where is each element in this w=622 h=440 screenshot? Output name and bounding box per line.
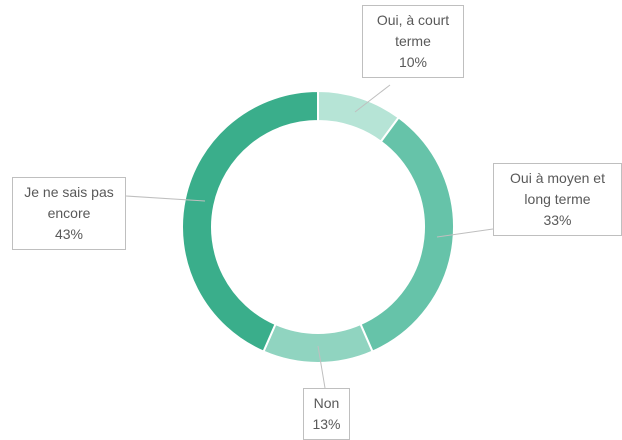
category-label: Oui, à court terme bbox=[376, 12, 450, 49]
data-label: Oui à moyen et long terme 33% bbox=[493, 163, 622, 236]
leader-line bbox=[436, 228, 494, 238]
leader-line bbox=[125, 195, 206, 202]
leader-line bbox=[354, 84, 391, 113]
value-label: 10% bbox=[398, 54, 428, 70]
data-label: Non 13% bbox=[303, 388, 350, 440]
value-label: 33% bbox=[543, 212, 572, 228]
category-label: Non bbox=[313, 395, 340, 411]
donut-slice bbox=[262, 322, 374, 364]
leader-line bbox=[317, 345, 326, 389]
donut-slice bbox=[181, 89, 319, 353]
value-label: 43% bbox=[54, 226, 84, 242]
donut-slice bbox=[359, 116, 455, 353]
category-label: Je ne sais pas encore bbox=[24, 184, 114, 221]
value-label: 13% bbox=[312, 416, 341, 432]
category-label: Oui à moyen et long terme bbox=[510, 170, 605, 207]
data-label: Oui, à court terme 10% bbox=[362, 5, 464, 78]
data-label: Je ne sais pas encore 43% bbox=[12, 177, 126, 250]
